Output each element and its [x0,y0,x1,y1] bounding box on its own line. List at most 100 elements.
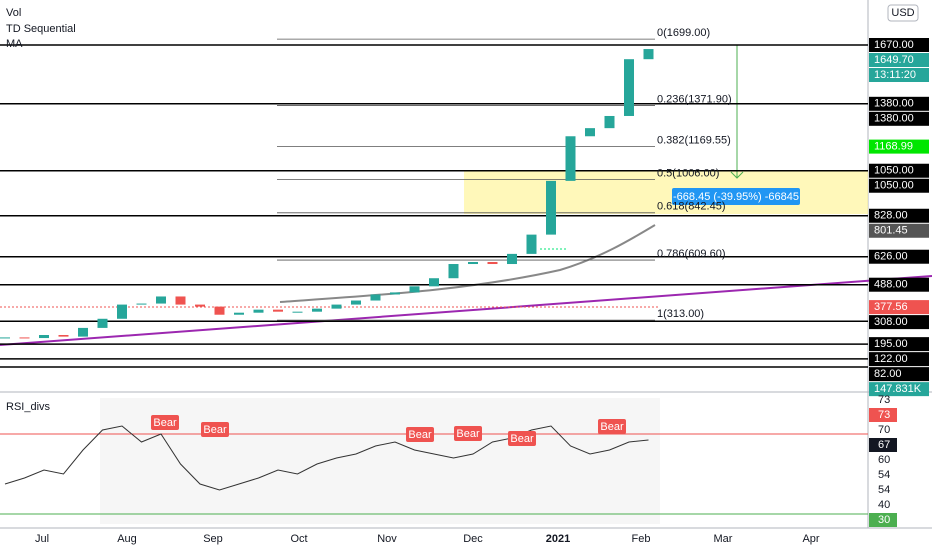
price-label-box [869,367,929,382]
candle [526,234,537,254]
candle [58,335,69,337]
candle [312,308,322,312]
price-label-box [869,249,929,264]
price-label-box [869,382,929,397]
fib-label: 0.236(1371.90) [657,93,732,105]
price-label: 1168.99 [874,141,913,153]
trend-line [0,275,932,346]
candle [253,309,264,313]
legend-td: TD Sequential [6,23,76,35]
rsi-label: 54 [878,484,890,496]
fib-label: 0.618(842.45) [657,201,726,213]
price-label: 195.00 [874,338,908,350]
price-label-box [869,68,929,82]
fib-label: 0.382(1169.55) [657,134,731,146]
candle [39,335,49,339]
price-label: 1670.00 [874,39,914,51]
candle [331,304,342,309]
currency-box[interactable] [887,4,919,22]
rsi-label-box [869,438,897,452]
time-label: Apr [802,533,819,545]
currency[interactable]: USD [891,7,914,19]
signal-label: Bear [203,424,227,436]
rsi-label-box [869,408,897,422]
price-label-box [869,300,929,315]
price-label-box [869,139,929,154]
rsi-label: 54 [878,469,890,481]
time-label: Nov [377,533,397,545]
signal-box [151,415,179,430]
signal-box [201,422,229,437]
candle [292,311,303,313]
candle [643,49,654,60]
candle [156,296,166,304]
rsi-line [4,425,649,491]
rsi-label: 73 [878,409,890,421]
signal-label: Bear [456,428,480,440]
measure-label: -668.45 (-39.95%) -66845 [673,191,799,203]
time-label: Oct [290,533,307,545]
rsi-label: 70 [878,424,890,436]
signal-label: Bear [153,417,177,429]
candle [117,304,127,319]
price-label: 1380.00 [874,113,914,125]
signal-label: Bear [408,429,432,441]
fib-zone [464,171,868,214]
moving-average [279,224,656,303]
candle [195,304,205,307]
legend-ma: MA [6,38,23,50]
legend-vol: Vol [6,7,21,19]
candle [234,312,244,315]
candle [448,264,459,279]
legend-rsi: RSI_divs [6,401,51,413]
price-label: 147.831K [874,383,922,395]
time-label: Aug [117,533,137,545]
signal-box [406,427,434,442]
time-label: Sep [203,533,223,545]
price-label: 626.00 [874,251,908,263]
candle [546,180,556,235]
price-label: 1649.70 [874,54,914,66]
candle [370,294,381,301]
candle [97,318,108,328]
rsi-label: 73 [878,394,890,406]
candle [273,309,283,312]
price-label-box [869,53,929,67]
price-label: 1050.00 [874,180,914,192]
rsi-label-box [869,513,897,527]
candle [19,337,30,339]
candle [487,261,498,265]
price-label-box [869,208,929,223]
price-label: 1050.00 [874,165,914,177]
measure-box [672,188,800,205]
candle [78,327,88,337]
price-label: 13:11:20 [874,69,916,81]
time-label: Jul [35,533,49,545]
fib-label: 0.786(609.60) [657,248,726,260]
price-label: 801.45 [874,225,908,237]
price-label-box [869,96,929,111]
price-label: 488.00 [874,279,908,291]
price-label-box [869,352,929,367]
candle [351,300,361,305]
price-label-box [869,277,929,292]
candle [136,303,147,305]
price-label-box [869,337,929,352]
price-label-box [869,223,929,238]
candle [409,286,420,293]
signal-label: Bear [510,433,534,445]
price-label: 377.56 [874,301,908,313]
price-label: 308.00 [874,316,908,328]
rsi-background [100,398,660,524]
price-label-box [869,315,929,330]
signal-box [598,419,626,434]
candle [214,306,225,315]
price-label: 82.00 [874,368,902,380]
signal-box [508,431,536,446]
price-label: 122.00 [874,353,908,365]
candle [585,128,595,137]
price-label-box [869,163,929,178]
rsi-label: 60 [878,454,890,466]
time-label: Feb [632,533,651,545]
price-label-box [869,178,929,193]
